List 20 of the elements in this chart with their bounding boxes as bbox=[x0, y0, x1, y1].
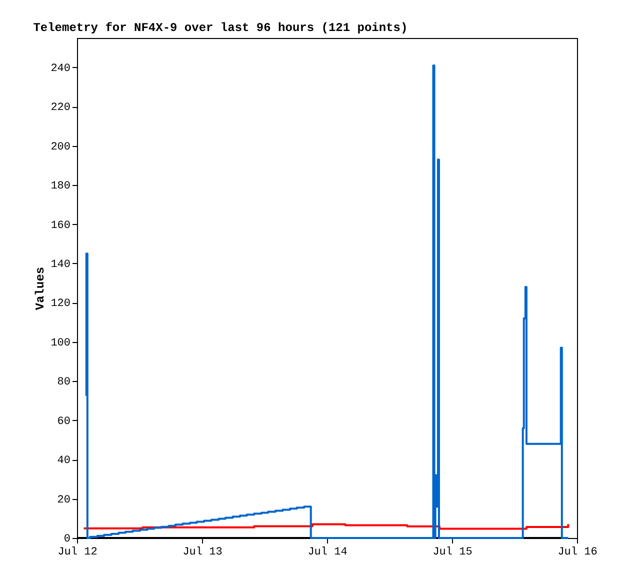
y-tick-label: 160 bbox=[50, 220, 70, 232]
y-tick-label: 180 bbox=[50, 180, 70, 193]
y-tick-label: 60 bbox=[57, 416, 70, 428]
y-tick-label: 140 bbox=[50, 258, 70, 271]
x-tick-label: Jul 12 bbox=[58, 546, 98, 558]
chart-title: Telemetry for NF4X-9 over last 96 hours (121 points) bbox=[33, 21, 408, 35]
y-tick-label: 100 bbox=[50, 337, 70, 350]
y-axis-title: Values bbox=[34, 266, 48, 310]
x-tick-label: Jul 16 bbox=[558, 546, 598, 558]
x-tick-label: Jul 15 bbox=[432, 546, 472, 558]
y-tick-label: 120 bbox=[50, 298, 70, 310]
y-tick-label: 200 bbox=[50, 141, 70, 154]
y-tick-label: 80 bbox=[57, 376, 70, 389]
x-tick-label: Jul 13 bbox=[182, 546, 222, 558]
y-tick-label: 220 bbox=[50, 102, 70, 114]
x-tick-label: Jul 14 bbox=[308, 546, 348, 558]
y-tick-label: 0 bbox=[64, 534, 70, 546]
y-tick-label: 40 bbox=[57, 455, 70, 468]
y-tick-label: 20 bbox=[57, 494, 70, 506]
y-tick-label: 240 bbox=[50, 62, 70, 75]
